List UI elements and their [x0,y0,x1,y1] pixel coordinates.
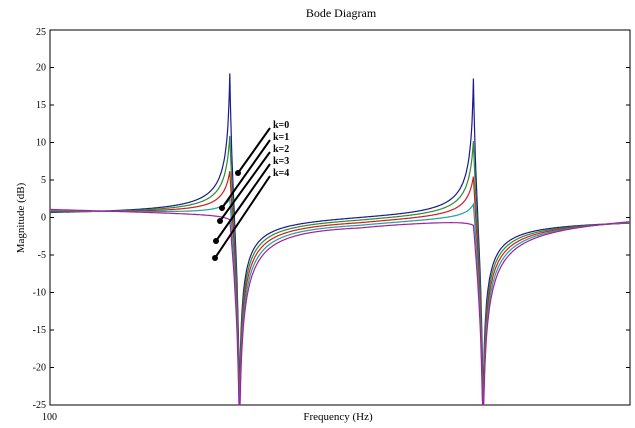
y-axis: -25 -20 -15 -10 -5 0 5 10 15 20 25 [33,27,630,411]
annotation-arrow [219,151,271,222]
annotation-label: k=4 [273,168,289,179]
series-line-k3 [50,197,630,406]
y-tick-label: 20 [36,63,46,74]
annotation-label: k=2 [273,144,289,155]
annotation-dot [219,205,225,211]
y-axis-label: Magnitude (dB) [15,182,27,253]
annotation-dot [212,255,218,261]
annotation-label: k=1 [273,132,289,143]
plot-frame [49,29,631,406]
x-tick-label: 100 [42,412,57,423]
y-tick-label: 25 [36,27,46,38]
annotation-dot [235,170,241,176]
annotation-label: k=0 [273,120,289,131]
y-tick-label: 0 [41,213,46,224]
series-line-k0 [50,73,631,406]
y-tick-label: -5 [38,250,46,261]
y-tick-label: -20 [33,363,46,374]
series-line-k2 [50,171,630,406]
annotation-dot [213,238,219,244]
y-tick-label: 10 [36,138,46,149]
y-tick-label: -25 [33,400,46,411]
series-line-k1 [50,135,631,406]
annotation-dot [217,218,223,224]
y-tick-label: 15 [36,100,46,111]
annotation-arrow [215,163,271,242]
annotation-label: k=3 [273,156,289,167]
chart-title: Bode Diagram [306,6,377,20]
y-tick-label: 5 [41,175,46,186]
curve-group [49,73,631,406]
annotation-arrow [221,139,271,209]
series-line-k4 [49,208,631,406]
y-tick-label: -15 [33,325,46,336]
x-axis-label: Frequency (Hz) [303,411,373,423]
y-tick-label: -10 [33,288,46,299]
annotation-arrow [237,127,271,174]
k-annotations: k=0k=1k=2k=3k=4 [212,120,289,261]
annotation-arrow [214,175,271,259]
